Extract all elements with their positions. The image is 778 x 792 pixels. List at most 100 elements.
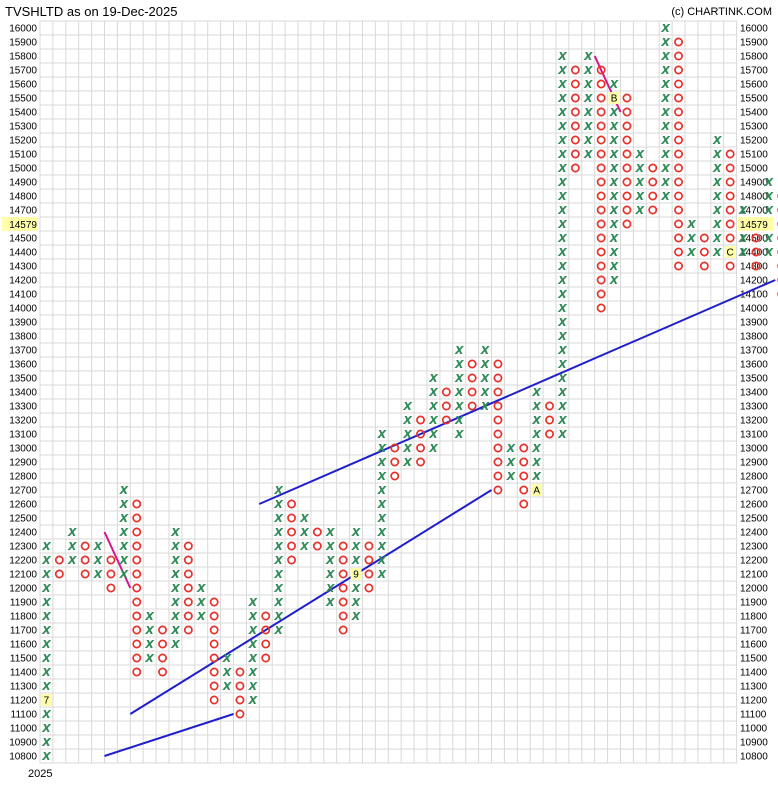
x-mark: X bbox=[557, 316, 567, 329]
x-mark: X bbox=[686, 218, 696, 231]
x-mark: X bbox=[402, 456, 412, 469]
o-mark bbox=[467, 359, 477, 369]
x-mark: X bbox=[609, 78, 619, 91]
x-mark: X bbox=[170, 638, 180, 651]
x-mark: X bbox=[41, 540, 51, 553]
y-tick-label-right: 13500 bbox=[740, 374, 768, 385]
y-tick-label-right: 12200 bbox=[740, 556, 768, 567]
o-mark bbox=[493, 429, 503, 439]
x-mark: X bbox=[377, 540, 387, 553]
o-mark bbox=[209, 667, 219, 677]
y-tick-label-left: 14300 bbox=[9, 262, 37, 273]
trend-lines bbox=[103, 55, 776, 757]
x-mark: X bbox=[351, 582, 361, 595]
o-mark bbox=[751, 261, 761, 271]
y-tick-label-left: 11200 bbox=[10, 696, 38, 707]
y-tick-label-right: 13700 bbox=[740, 346, 768, 357]
x-mark: X bbox=[557, 358, 567, 371]
o-mark bbox=[725, 191, 735, 201]
x-mark: X bbox=[609, 190, 619, 203]
x-mark: X bbox=[557, 92, 567, 105]
y-tick-label-left: 14000 bbox=[9, 304, 37, 315]
o-mark bbox=[106, 569, 116, 579]
x-mark: X bbox=[557, 400, 567, 413]
x-mark: X bbox=[712, 218, 722, 231]
x-mark: X bbox=[377, 428, 387, 441]
x-mark: X bbox=[712, 204, 722, 217]
o-mark bbox=[441, 401, 451, 411]
y-tick-label-left: 10900 bbox=[9, 738, 37, 749]
o-mark bbox=[674, 107, 684, 117]
y-tick-label-left: 13600 bbox=[9, 360, 37, 371]
x-mark: X bbox=[273, 540, 283, 553]
month-marker-bg bbox=[608, 92, 620, 104]
x-mark: X bbox=[273, 568, 283, 581]
y-tick-label-left: 14900 bbox=[9, 178, 37, 189]
o-mark bbox=[364, 583, 374, 593]
x-mark: X bbox=[170, 540, 180, 553]
o-mark bbox=[158, 625, 167, 635]
x-mark: X bbox=[712, 232, 722, 245]
x-mark: X bbox=[377, 484, 387, 497]
x-mark: X bbox=[686, 246, 696, 259]
chart-marks: XXXXXXXXXXXXXXXXXXXXXXXXXXXXXXXXXXXXXXXX… bbox=[41, 22, 778, 763]
x-mark: X bbox=[41, 666, 51, 679]
x-mark: X bbox=[686, 232, 696, 245]
y-tick-label-left: 15000 bbox=[9, 164, 37, 175]
y-tick-label-left: 12700 bbox=[9, 486, 37, 497]
x-mark: X bbox=[454, 372, 464, 385]
x-mark: X bbox=[454, 344, 464, 357]
o-mark bbox=[519, 485, 529, 495]
x-mark: X bbox=[67, 526, 77, 539]
x-mark: X bbox=[170, 582, 180, 595]
y-tick-label-left: 11600 bbox=[10, 640, 38, 651]
x-mark: X bbox=[557, 428, 567, 441]
x-mark: X bbox=[738, 232, 748, 245]
o-mark bbox=[648, 163, 658, 173]
o-mark bbox=[674, 93, 684, 103]
x-mark: X bbox=[41, 582, 51, 595]
x-mark: X bbox=[557, 330, 567, 343]
y-tick-label-left: 11900 bbox=[10, 598, 38, 609]
x-mark: X bbox=[299, 540, 309, 553]
y-tick-label-left: 12400 bbox=[9, 528, 37, 539]
x-mark: X bbox=[764, 190, 774, 203]
y-tick-label-left: 14800 bbox=[9, 192, 37, 203]
o-mark bbox=[261, 653, 271, 663]
x-mark: X bbox=[609, 176, 619, 189]
o-mark bbox=[674, 191, 684, 201]
o-mark bbox=[596, 261, 606, 271]
x-mark: X bbox=[660, 134, 670, 147]
o-mark bbox=[338, 555, 348, 565]
o-mark bbox=[622, 121, 632, 131]
x-mark: X bbox=[170, 568, 180, 581]
x-mark: X bbox=[583, 106, 593, 119]
o-mark bbox=[519, 471, 529, 481]
y-tick-label-right: 12300 bbox=[740, 542, 768, 553]
o-mark bbox=[493, 443, 503, 453]
o-mark bbox=[467, 401, 477, 411]
x-mark: X bbox=[144, 610, 154, 623]
x-mark: X bbox=[170, 596, 180, 609]
month-marker: A bbox=[533, 486, 540, 497]
x-mark: X bbox=[557, 204, 567, 217]
o-mark bbox=[674, 177, 684, 187]
x-mark: X bbox=[351, 596, 361, 609]
y-tick-label-left: 11300 bbox=[10, 682, 38, 693]
o-mark bbox=[725, 149, 735, 159]
o-mark bbox=[338, 597, 348, 607]
x-mark: X bbox=[583, 120, 593, 133]
o-mark bbox=[364, 555, 374, 565]
o-mark bbox=[390, 457, 400, 467]
y-tick-label-left: 15800 bbox=[9, 52, 37, 63]
y-tick-label-right: 12700 bbox=[740, 486, 768, 497]
x-mark: X bbox=[609, 218, 619, 231]
o-mark bbox=[338, 625, 348, 635]
o-mark bbox=[467, 373, 477, 383]
x-mark: X bbox=[635, 176, 645, 189]
y-tick-label-left: 13500 bbox=[9, 374, 37, 385]
o-mark bbox=[622, 163, 632, 173]
y-tick-label-left: 14500 bbox=[9, 234, 37, 245]
o-mark bbox=[725, 261, 735, 271]
o-mark bbox=[416, 457, 425, 467]
